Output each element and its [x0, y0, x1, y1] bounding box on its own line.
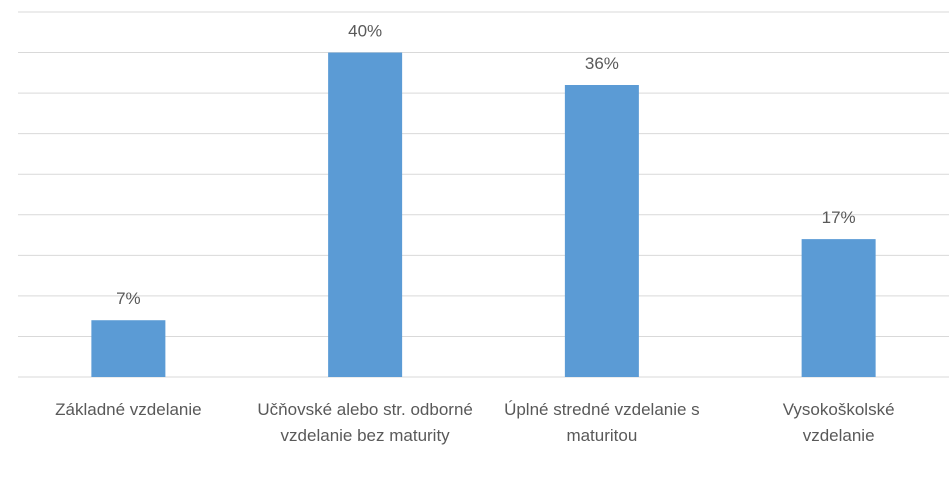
bar: [91, 320, 166, 377]
x-tick-label: Učňovské alebo str. odborné vzdelanie be…: [257, 400, 473, 445]
bar: [801, 239, 876, 377]
data-label: 36%: [585, 54, 619, 73]
data-label: 40%: [348, 22, 382, 41]
x-tick-label: Úplné stredné vzdelanie s maturitou: [504, 400, 700, 445]
data-label: 7%: [116, 289, 141, 308]
bar: [328, 52, 403, 378]
bar: [564, 85, 639, 377]
data-label: 17%: [822, 208, 856, 227]
x-tick-label: Vysokoškolské vzdelanie: [782, 400, 895, 445]
x-tick-label: Základné vzdelanie: [55, 400, 202, 419]
